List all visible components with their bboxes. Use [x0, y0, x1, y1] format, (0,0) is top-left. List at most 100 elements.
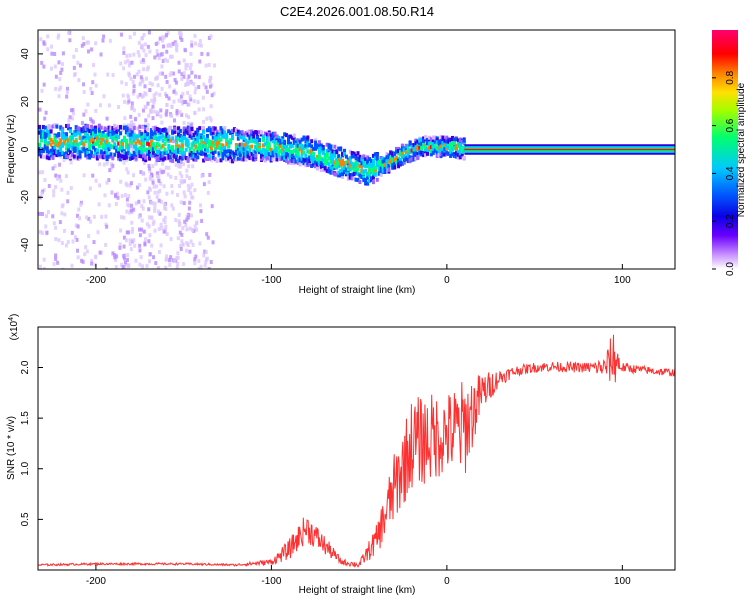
heatmap-cell	[420, 141, 424, 146]
heatmap-noise-cell	[155, 194, 159, 199]
heatmap-cell	[128, 152, 132, 157]
heatmap-cell	[393, 157, 397, 162]
heatmap-noise-cell	[182, 120, 186, 125]
heatmap-cell	[38, 148, 41, 153]
heatmap-cell	[339, 169, 343, 174]
heatmap-noise-cell	[143, 237, 147, 242]
heatmap-cell	[151, 150, 155, 155]
heatmap-cell	[258, 147, 262, 152]
heatmap-noise-cell	[151, 201, 155, 206]
heatmap-cell	[240, 148, 244, 153]
heatmap-noise-cell	[180, 99, 184, 104]
heatmap-cell	[350, 161, 354, 166]
heatmap-cell	[157, 135, 161, 140]
heatmap-cell	[117, 147, 121, 152]
heatmap-noise-cell	[179, 160, 183, 165]
heatmap-cell	[416, 152, 420, 157]
heatmap-noise-cell	[182, 74, 186, 79]
heatmap-noise-cell	[142, 199, 146, 204]
heatmap-noise-cell	[164, 91, 168, 96]
heatmap-cell	[333, 153, 337, 158]
heatmap-cell	[142, 157, 146, 162]
heatmap-cell	[149, 131, 153, 136]
heatmap-noise-cell	[76, 213, 80, 218]
heatmap-cell	[356, 167, 360, 172]
heatmap-noise-cell	[200, 173, 204, 178]
heatmap-noise-cell	[147, 163, 151, 168]
heatmap-noise-cell	[128, 53, 132, 58]
heatmap-cell	[314, 142, 318, 147]
heatmap-noise-cell	[38, 211, 42, 216]
heatmap-noise-cell	[206, 190, 210, 195]
heatmap-cell	[244, 138, 248, 143]
heatmap-cell	[267, 132, 271, 137]
heatmap-cell	[294, 159, 298, 164]
heatmap-cell	[325, 148, 329, 153]
heatmap-cell	[74, 140, 78, 145]
heatmap-cell	[99, 150, 103, 155]
heatmap-cell	[204, 152, 208, 157]
heatmap-cell	[144, 158, 148, 163]
heatmap-cell	[449, 141, 453, 146]
heatmap-cell	[130, 156, 134, 161]
heatmap-noise-cell	[130, 106, 134, 111]
heatmap-cell	[88, 129, 92, 134]
heatmap-cell	[314, 164, 318, 169]
heatmap-cell	[184, 147, 188, 152]
heatmap-noise-cell	[85, 215, 89, 220]
heatmap-noise-cell	[50, 44, 54, 49]
heatmap-noise-cell	[161, 58, 165, 63]
heatmap-noise-cell	[65, 89, 69, 94]
heatmap-noise-cell	[43, 178, 47, 183]
heatmap-noise-cell	[169, 174, 173, 179]
heatmap-noise-cell	[153, 190, 157, 195]
heatmap-cell	[169, 138, 173, 143]
heatmap-cell	[456, 152, 460, 157]
heatmap-cell	[66, 126, 70, 131]
heatmap-cell	[256, 148, 260, 153]
spectrogram-y-label: Frequency (Hz)	[6, 115, 17, 184]
heatmap-noise-cell	[201, 95, 205, 100]
heatmap-cell	[242, 157, 246, 162]
heatmap-cell	[385, 160, 389, 165]
heatmap-cell	[72, 132, 76, 137]
heatmap-cell	[391, 161, 395, 166]
heatmap-noise-cell	[54, 253, 58, 258]
heatmap-cell	[261, 138, 265, 143]
heatmap-noise-cell	[184, 63, 188, 68]
heatmap-cell	[460, 152, 464, 157]
heatmap-cell	[105, 151, 109, 156]
heatmap-noise-cell	[121, 93, 125, 98]
heatmap-cell	[148, 135, 152, 140]
heatmap-cell	[437, 139, 441, 144]
heatmap-cell	[140, 146, 144, 151]
heatmap-cell	[360, 157, 364, 162]
heatmap-cell	[443, 149, 447, 154]
heatmap-cell	[256, 143, 260, 148]
heatmap-cell	[76, 150, 80, 155]
heatmap-cell	[410, 156, 414, 161]
heatmap-cell	[431, 135, 435, 140]
heatmap-noise-cell	[189, 97, 193, 102]
heatmap-cell	[196, 128, 200, 133]
heatmap-cell	[368, 178, 372, 183]
heatmap-noise-cell	[128, 61, 132, 66]
heatmap-cell	[136, 138, 140, 143]
heatmap-cell	[138, 133, 142, 138]
heatmap-cell	[433, 144, 437, 149]
heatmap-noise-cell	[179, 247, 183, 252]
colorbar-tick-label: 0.8	[725, 70, 736, 84]
heatmap-cell	[362, 163, 366, 168]
heatmap-cell	[263, 154, 267, 159]
heatmap-noise-cell	[197, 266, 201, 269]
heatmap-noise-cell	[114, 257, 118, 262]
heatmap-cell	[39, 149, 43, 154]
heatmap-noise-cell	[119, 179, 123, 184]
heatmap-cell	[227, 129, 231, 134]
heatmap-noise-cell	[66, 199, 70, 204]
heatmap-cell	[441, 140, 445, 145]
heatmap-cell	[142, 141, 146, 146]
heatmap-cell	[362, 154, 366, 159]
heatmap-cell	[273, 138, 277, 143]
heatmap-cell	[342, 161, 346, 166]
